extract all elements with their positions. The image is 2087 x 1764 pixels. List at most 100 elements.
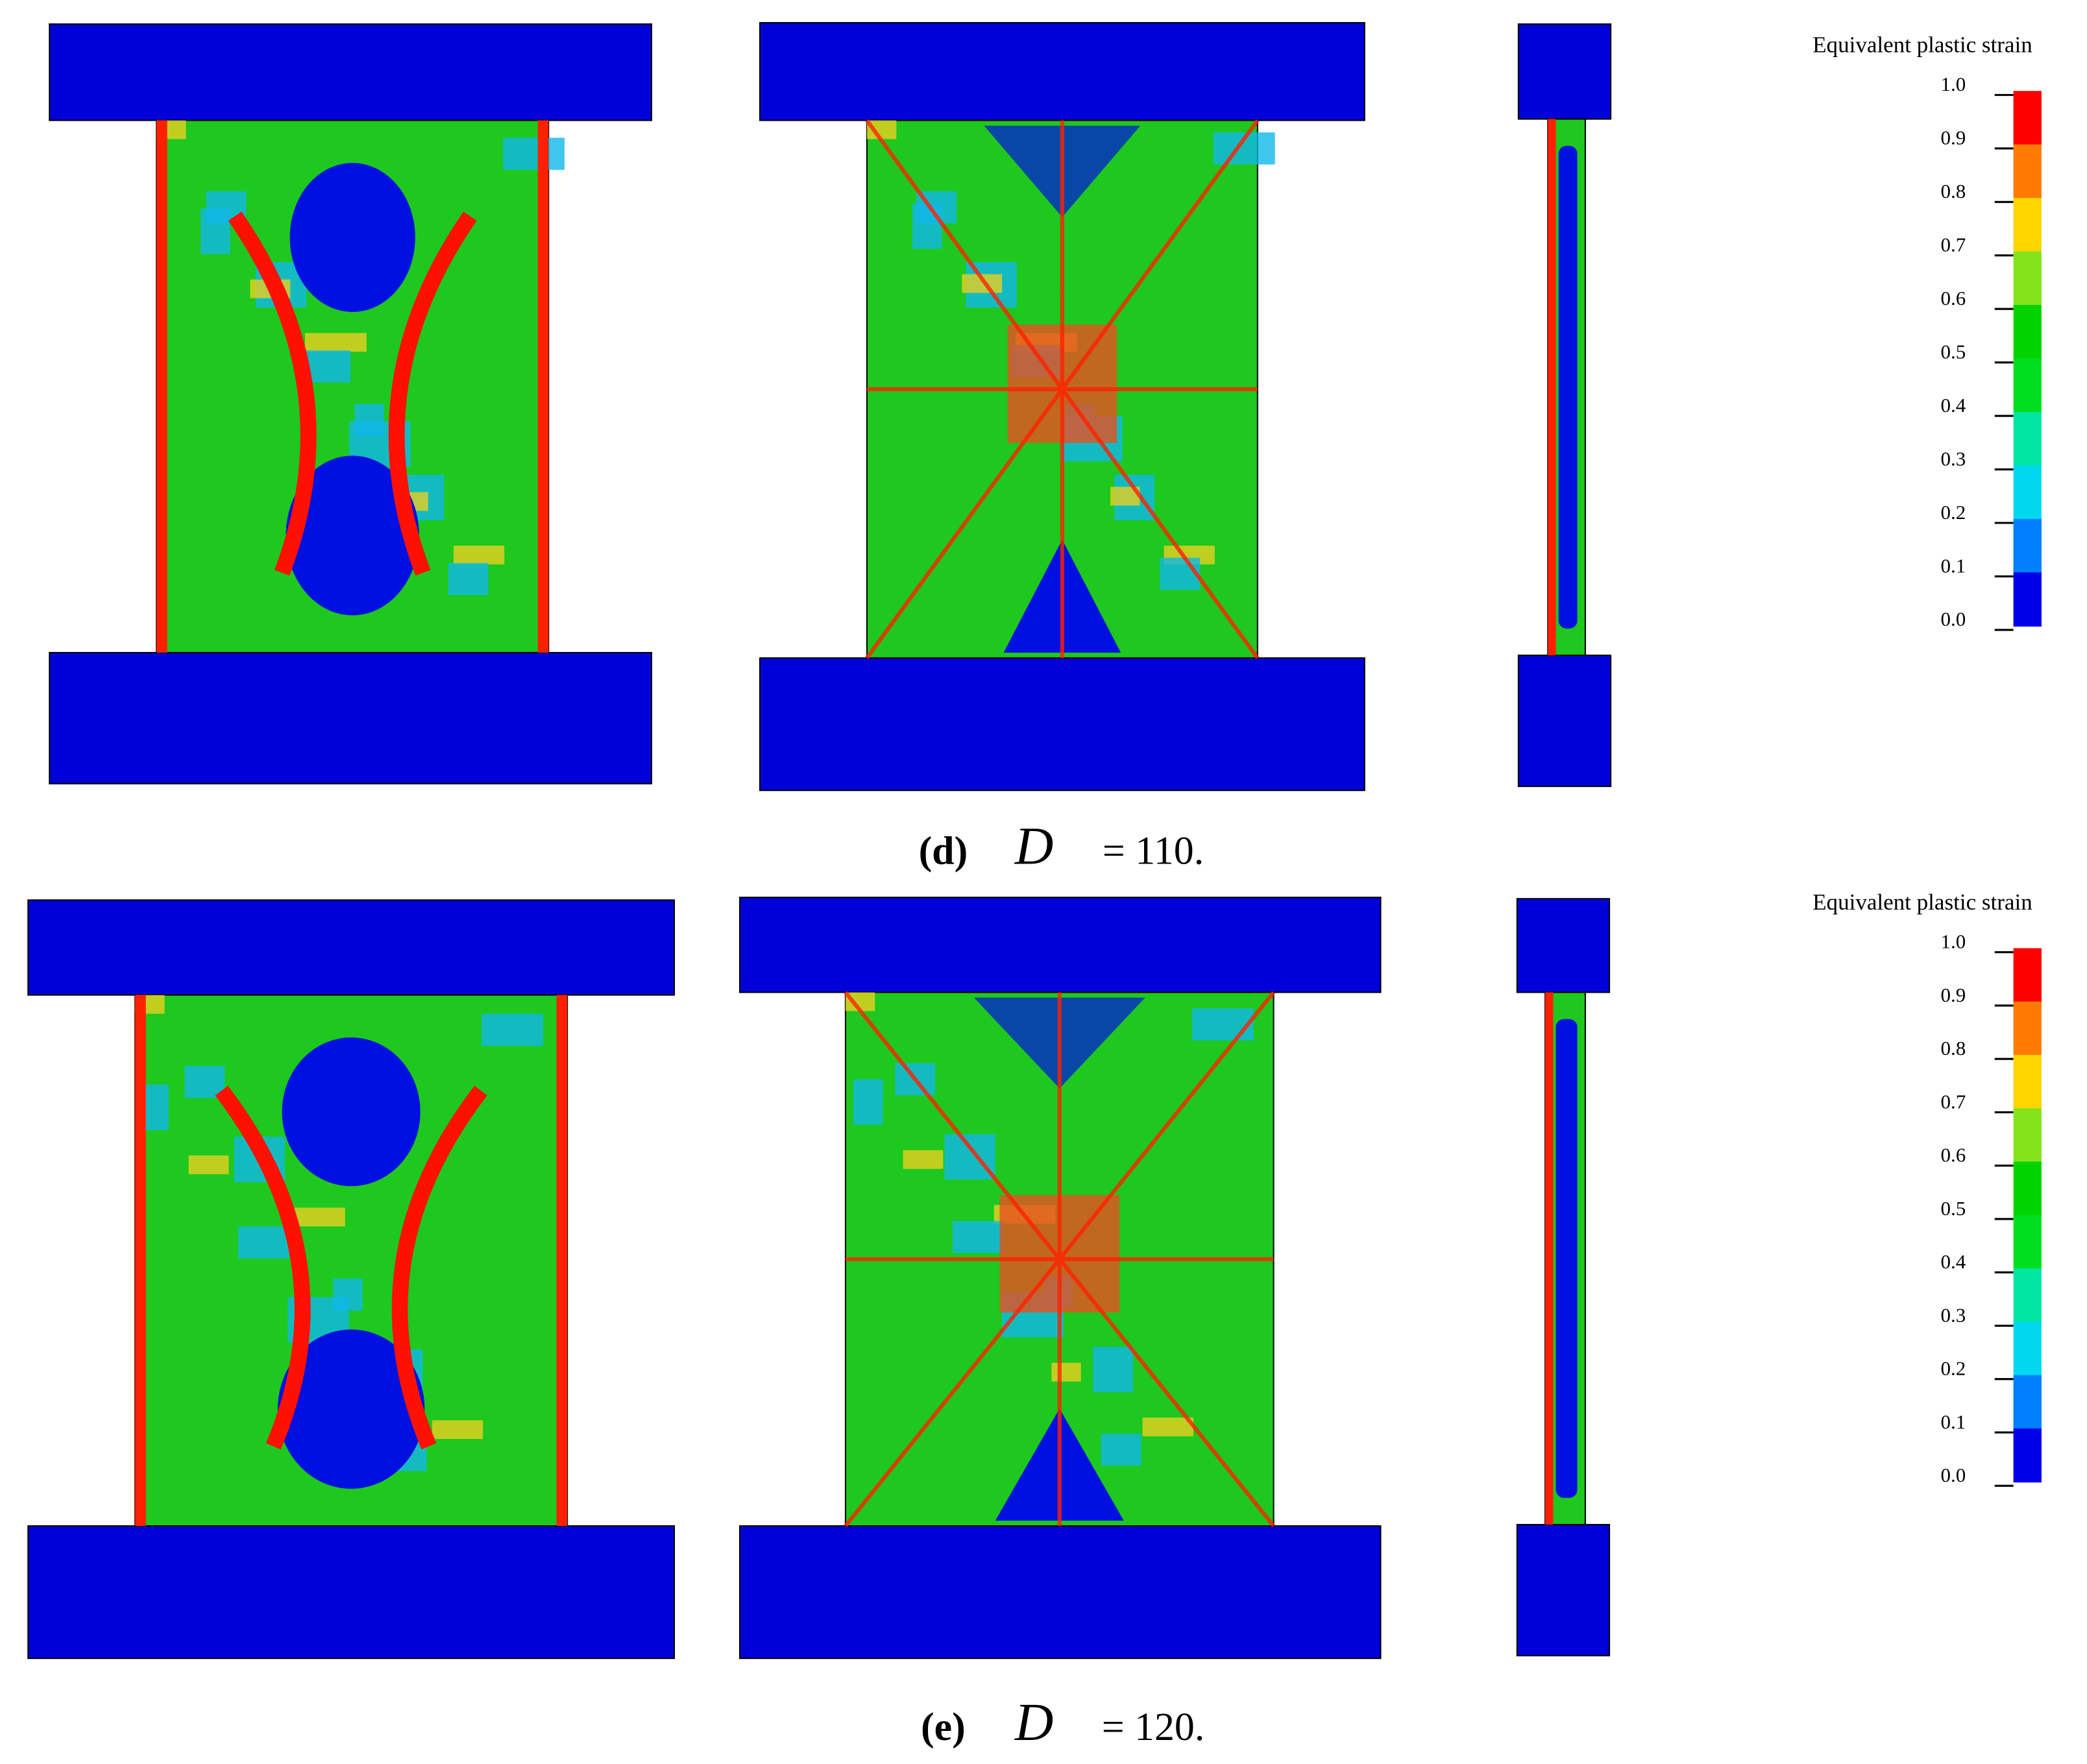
contour-patch	[1142, 1418, 1193, 1436]
legend-band	[2013, 411, 2042, 466]
contour-patch	[482, 1013, 543, 1046]
legend-band	[2013, 465, 2042, 520]
legend-band	[2013, 251, 2042, 306]
edge-red	[156, 120, 167, 653]
legend-tick-label: 1.0	[1941, 73, 1966, 95]
loading-plate	[1517, 23, 1612, 120]
contour-patch	[903, 1150, 944, 1169]
caption-equation: = 120.	[1102, 1705, 1205, 1749]
edge-red	[1548, 119, 1556, 656]
legend-tick-label: 0.3	[1941, 1303, 1966, 1326]
core-blue	[1556, 1019, 1578, 1498]
contour-patch	[853, 1079, 883, 1125]
legend-band	[2013, 144, 2042, 199]
legend-tick-label: 0.1	[1941, 554, 1966, 577]
edge-red	[556, 995, 568, 1527]
legend-tick-label: 0.5	[1941, 340, 1966, 363]
caption-variable: D	[1014, 1693, 1054, 1752]
contour-patch	[305, 333, 367, 352]
legend-tick-label: 0.7	[1941, 1090, 1966, 1113]
loading-plate	[49, 23, 652, 121]
legend-tick-label: 0.9	[1941, 127, 1966, 149]
legend-tick-label: 0.3	[1941, 447, 1966, 470]
legend-tick-label: 0.7	[1941, 234, 1966, 256]
low-strain-zone	[282, 1037, 421, 1187]
loading-plate	[1516, 1523, 1611, 1657]
legend-band	[2013, 1214, 2042, 1270]
legend-band	[2013, 1428, 2042, 1483]
cross-lines	[844, 991, 1275, 1528]
legend-title: Equivalent plastic strain	[1812, 32, 2032, 57]
legend-band	[2013, 948, 2042, 1002]
contour-patch	[952, 1221, 1004, 1253]
legend-tick-label: 0.6	[1941, 1144, 1966, 1166]
legend-band	[2013, 1375, 2042, 1429]
shear-band	[215, 1085, 487, 1450]
legend-band	[2013, 358, 2042, 413]
contour-patch	[188, 1155, 229, 1174]
legend-band	[2013, 1161, 2042, 1216]
loading-plate	[49, 651, 652, 785]
edge-red	[537, 120, 549, 653]
contour-patch	[201, 208, 230, 254]
legend-band	[2013, 1268, 2042, 1323]
contour-patch	[448, 562, 489, 596]
cross-lines	[865, 119, 1260, 660]
legend-tick-label: 0.8	[1941, 1037, 1966, 1059]
core-blue	[1558, 145, 1578, 629]
edge-red	[135, 995, 146, 1527]
legend-tick-label: 1.0	[1941, 930, 1966, 953]
legend-tick-label: 0.2	[1941, 501, 1966, 524]
contour-patch	[1191, 1008, 1254, 1041]
loading-plate	[1516, 898, 1611, 993]
loading-plate	[738, 897, 1382, 993]
legend-band	[2013, 1001, 2042, 1056]
contour-patch	[1051, 1362, 1081, 1382]
legend-tick-label: 0.2	[1941, 1357, 1966, 1380]
legend-tick-label: 0.8	[1941, 180, 1966, 202]
contour-patch	[453, 546, 505, 564]
caption-equation: = 110.	[1103, 829, 1204, 873]
shear-band	[228, 211, 477, 576]
contour-patch	[432, 1420, 483, 1440]
legend-band	[2013, 198, 2042, 252]
legend-tick-label: 0.9	[1941, 984, 1966, 1006]
caption-label: (e)	[921, 1705, 966, 1749]
loading-plate	[1517, 655, 1612, 788]
legend-band	[2013, 572, 2042, 627]
legend-tick-label: 0.5	[1941, 1197, 1966, 1220]
legend-tick-label: 0.1	[1941, 1410, 1966, 1433]
caption-label: (d)	[919, 829, 968, 873]
legend-title: Equivalent plastic strain	[1812, 889, 2032, 915]
caption-variable: D	[1014, 817, 1054, 876]
contour-patch	[944, 1134, 995, 1180]
loading-plate	[738, 1525, 1382, 1660]
legend-band	[2013, 1322, 2042, 1376]
legend-band	[2013, 1108, 2042, 1163]
contour-patch	[1093, 1346, 1134, 1392]
contour-patch	[912, 203, 942, 249]
contour-patch	[1101, 1433, 1141, 1466]
low-strain-zone	[286, 455, 419, 616]
legend-tick-label: 0.4	[1941, 394, 1966, 417]
contour-patch	[503, 138, 565, 170]
low-strain-zone	[277, 1329, 425, 1489]
low-strain-zone	[289, 163, 415, 312]
legend-band	[2013, 91, 2042, 145]
loading-plate	[759, 657, 1365, 791]
legend-band	[2013, 1055, 2042, 1109]
contour-patch	[184, 1065, 225, 1098]
legend-tick-label: 0.0	[1941, 1464, 1966, 1486]
contour-patch	[238, 1226, 289, 1259]
legend-band	[2013, 305, 2042, 359]
legend-tick-label: 0.6	[1941, 287, 1966, 309]
contour-patch	[1160, 557, 1201, 590]
legend-tick-label: 0.0	[1941, 608, 1966, 631]
loading-plate	[759, 22, 1365, 121]
loading-plate	[27, 1525, 676, 1660]
legend-band	[2013, 518, 2042, 574]
legend-tick-label: 0.4	[1941, 1250, 1966, 1273]
loading-plate	[27, 899, 676, 996]
